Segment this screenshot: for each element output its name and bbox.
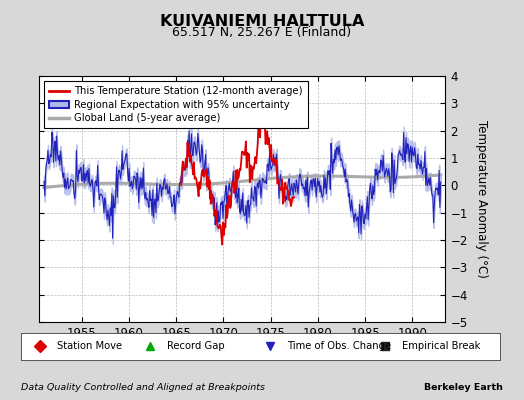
Text: Time of Obs. Change: Time of Obs. Change (287, 341, 391, 351)
Legend: This Temperature Station (12-month average), Regional Expectation with 95% uncer: This Temperature Station (12-month avera… (45, 81, 308, 128)
Text: Station Move: Station Move (57, 341, 122, 351)
Text: Empirical Break: Empirical Break (402, 341, 481, 351)
Text: KUIVANIEMI HALTTULA: KUIVANIEMI HALTTULA (160, 14, 364, 30)
Text: 65.517 N, 25.267 E (Finland): 65.517 N, 25.267 E (Finland) (172, 26, 352, 39)
Y-axis label: Temperature Anomaly (°C): Temperature Anomaly (°C) (475, 120, 487, 278)
Text: Data Quality Controlled and Aligned at Breakpoints: Data Quality Controlled and Aligned at B… (21, 383, 265, 392)
Text: Record Gap: Record Gap (167, 341, 225, 351)
Text: Berkeley Earth: Berkeley Earth (424, 383, 503, 392)
